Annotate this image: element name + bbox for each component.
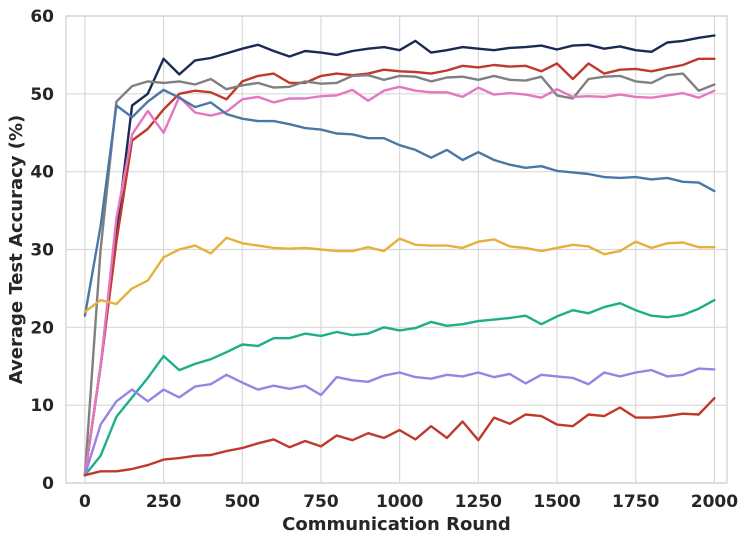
series-line-red bbox=[83, 57, 716, 477]
y-tick-label: 10 bbox=[30, 396, 54, 416]
x-tick-labels: 0 250 500 750 1000 1250 1500 1750 2000 bbox=[79, 492, 738, 512]
x-tick-label: 1000 bbox=[376, 492, 423, 512]
x-tick-label: 1250 bbox=[455, 492, 502, 512]
y-tick-label: 0 bbox=[42, 474, 54, 494]
series-line-dark-red bbox=[83, 397, 716, 477]
series-line-navy bbox=[83, 34, 716, 477]
y-tick-label: 50 bbox=[30, 85, 54, 105]
x-tick-label: 1500 bbox=[533, 492, 580, 512]
series-line-steel-blue bbox=[83, 88, 716, 317]
y-tick-label: 60 bbox=[30, 7, 54, 27]
plot-frame bbox=[65, 15, 728, 484]
y-tick-label: 40 bbox=[30, 163, 54, 183]
y-tick-label: 20 bbox=[30, 318, 54, 338]
x-tick-label: 0 bbox=[79, 492, 91, 512]
series-line-gold bbox=[83, 236, 716, 313]
series-line-gray bbox=[83, 72, 716, 477]
y-axis-title: Average Test Accuracy (%) bbox=[6, 115, 27, 385]
series-line-purple bbox=[83, 367, 716, 477]
x-tick-label: 250 bbox=[146, 492, 182, 512]
x-axis-title: Communication Round bbox=[282, 514, 511, 535]
x-tick-label: 1750 bbox=[612, 492, 659, 512]
series-line-pink bbox=[83, 85, 716, 477]
series-line-green bbox=[83, 298, 716, 477]
y-tick-labels: 0 10 20 30 40 50 60 bbox=[30, 7, 54, 494]
series-group bbox=[83, 34, 716, 477]
x-tick-label: 750 bbox=[303, 492, 339, 512]
x-tick-label: 2000 bbox=[691, 492, 738, 512]
grid-lines bbox=[66, 15, 727, 484]
y-tick-label: 30 bbox=[30, 241, 54, 261]
x-tick-label: 500 bbox=[225, 492, 261, 512]
